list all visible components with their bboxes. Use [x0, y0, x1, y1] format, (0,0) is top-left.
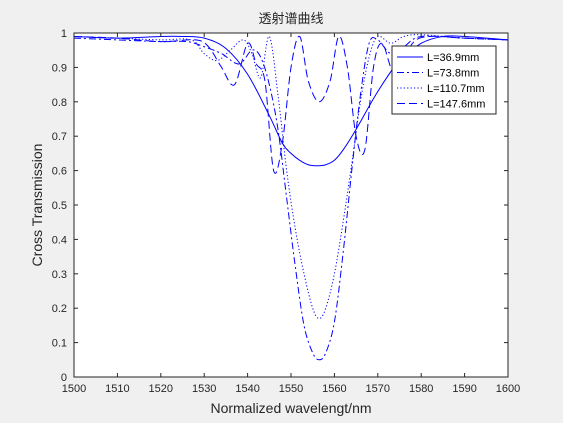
legend-label-2: L=73.8mm: [427, 68, 479, 80]
y-tick-label: 0.7: [52, 131, 67, 143]
y-tick-label: 0.3: [52, 269, 67, 281]
y-tick-label: 0.1: [52, 338, 67, 350]
series-line-3: [73, 34, 509, 320]
x-axis: 1500 1510 1520 1530 1540 1550 1560 1570 1580 1590…: [62, 33, 520, 395]
series-layer: [73, 34, 509, 361]
x-tick-label: 1520: [149, 383, 173, 395]
series-line-2: [73, 35, 509, 361]
y-tick-label: 0: [61, 372, 67, 384]
x-tick-label: 1530: [192, 383, 216, 395]
y-axis-label: Cross Transmission: [29, 144, 45, 267]
y-tick-label: 0.6: [52, 166, 67, 178]
series-line-4: [73, 35, 509, 174]
x-tick-label: 1600: [496, 383, 520, 395]
x-axis-label: Normalized wavelengt/nm: [210, 400, 371, 416]
legend-label-1: L=36.9mm: [427, 52, 479, 64]
x-tick-label: 1560: [322, 383, 346, 395]
x-tick-label: 1580: [409, 383, 433, 395]
legend: L=36.9mm L=73.8mm L=110.7mm L=147.6mm: [391, 45, 497, 115]
y-tick-label: 0.8: [52, 97, 67, 109]
y-tick-label: 0.4: [52, 234, 67, 246]
legend-label-4: L=147.6mm: [427, 99, 485, 111]
x-tick-label: 1540: [235, 383, 259, 395]
x-tick-label: 1510: [105, 383, 129, 395]
series-line-1: [73, 35, 509, 167]
y-tick-label: 1: [61, 28, 67, 40]
chart-title: 透射谱曲线: [258, 11, 323, 27]
y-tick-label: 0.2: [52, 303, 67, 315]
y-tick-label: 0.5: [52, 200, 67, 212]
legend-label-3: L=110.7mm: [427, 83, 485, 95]
x-tick-label: 1550: [279, 383, 303, 395]
y-axis: 0 0.1 0.2 0.3 0.4 0.5 0.6 0.7 0.8 0.9 1: [52, 28, 508, 384]
x-tick-label: 1500: [62, 383, 86, 395]
x-tick-label: 1590: [452, 383, 476, 395]
y-tick-label: 0.9: [52, 62, 67, 74]
x-tick-label: 1570: [366, 383, 390, 395]
